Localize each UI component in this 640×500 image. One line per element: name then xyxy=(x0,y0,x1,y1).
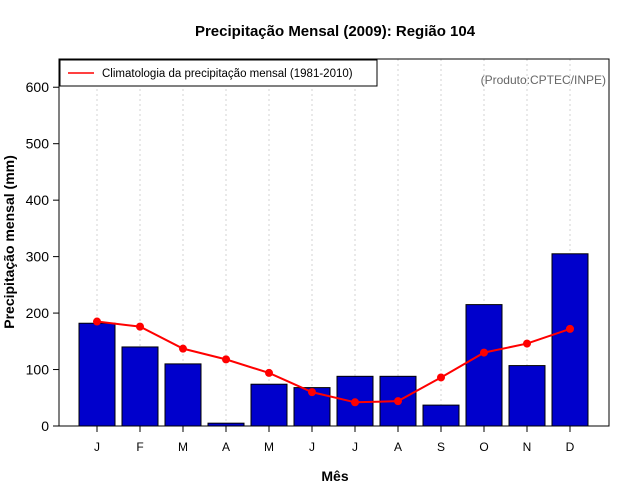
y-axis-label: Precipitação mensal (mm) xyxy=(1,155,17,329)
x-tick-label: J xyxy=(309,440,315,454)
climatology-point-12 xyxy=(566,324,574,333)
y-tick-label: 100 xyxy=(26,362,50,378)
climatology-point-5 xyxy=(265,368,273,377)
bar-2 xyxy=(121,346,159,427)
plot-frame xyxy=(58,58,610,427)
climatology-point-2 xyxy=(136,322,144,331)
bar-10 xyxy=(465,304,503,427)
y-axis: 0 100 200 300 400 500 600 xyxy=(26,79,59,434)
bar-1 xyxy=(78,322,116,427)
x-tick-label: A xyxy=(394,440,402,454)
y-tick-label: 500 xyxy=(26,136,50,152)
source-annotation: (Produto:CPTEC/INPE) xyxy=(481,73,606,87)
x-tick-label: D xyxy=(566,440,575,454)
legend-box xyxy=(59,59,378,87)
y-tick-label: 400 xyxy=(26,192,50,208)
climatology-point-10 xyxy=(480,348,488,357)
climatology-polyline xyxy=(96,320,571,404)
y-tick-label: 600 xyxy=(26,79,50,95)
climatology-point-1 xyxy=(93,317,101,326)
bar-3 xyxy=(164,363,202,427)
legend: Climatologia da precipitação mensal (198… xyxy=(59,59,378,87)
climatology-point-8 xyxy=(394,397,402,406)
climatology-point-7 xyxy=(351,398,359,407)
climatology-line xyxy=(93,317,574,407)
x-tick-label: F xyxy=(136,440,143,454)
y-tick-label: 0 xyxy=(41,418,49,434)
climatology-point-6 xyxy=(308,388,316,397)
x-tick-label: J xyxy=(352,440,358,454)
y-tick-label: 200 xyxy=(26,305,50,321)
x-tick-label: J xyxy=(94,440,100,454)
y-tick-label: 300 xyxy=(26,249,50,265)
climatology-point-11 xyxy=(523,339,531,348)
x-axis-label: Mês xyxy=(321,468,348,484)
bars xyxy=(78,253,589,427)
x-tick-label: M xyxy=(264,440,274,454)
climatology-point-3 xyxy=(179,344,187,353)
x-tick-label: N xyxy=(523,440,532,454)
x-tick-label: O xyxy=(479,440,488,454)
x-tick-label: A xyxy=(222,440,230,454)
x-tick-label: M xyxy=(178,440,188,454)
bar-11 xyxy=(508,365,546,427)
bar-12 xyxy=(551,253,589,427)
climatology-point-9 xyxy=(437,373,445,382)
x-tick-label: S xyxy=(437,440,445,454)
climatology-point-4 xyxy=(222,355,230,364)
bar-9 xyxy=(422,404,460,427)
chart-title: Precipitação Mensal (2009): Região 104 xyxy=(195,23,476,40)
bar-5 xyxy=(250,383,288,427)
legend-label: Climatologia da precipitação mensal (198… xyxy=(102,68,353,80)
